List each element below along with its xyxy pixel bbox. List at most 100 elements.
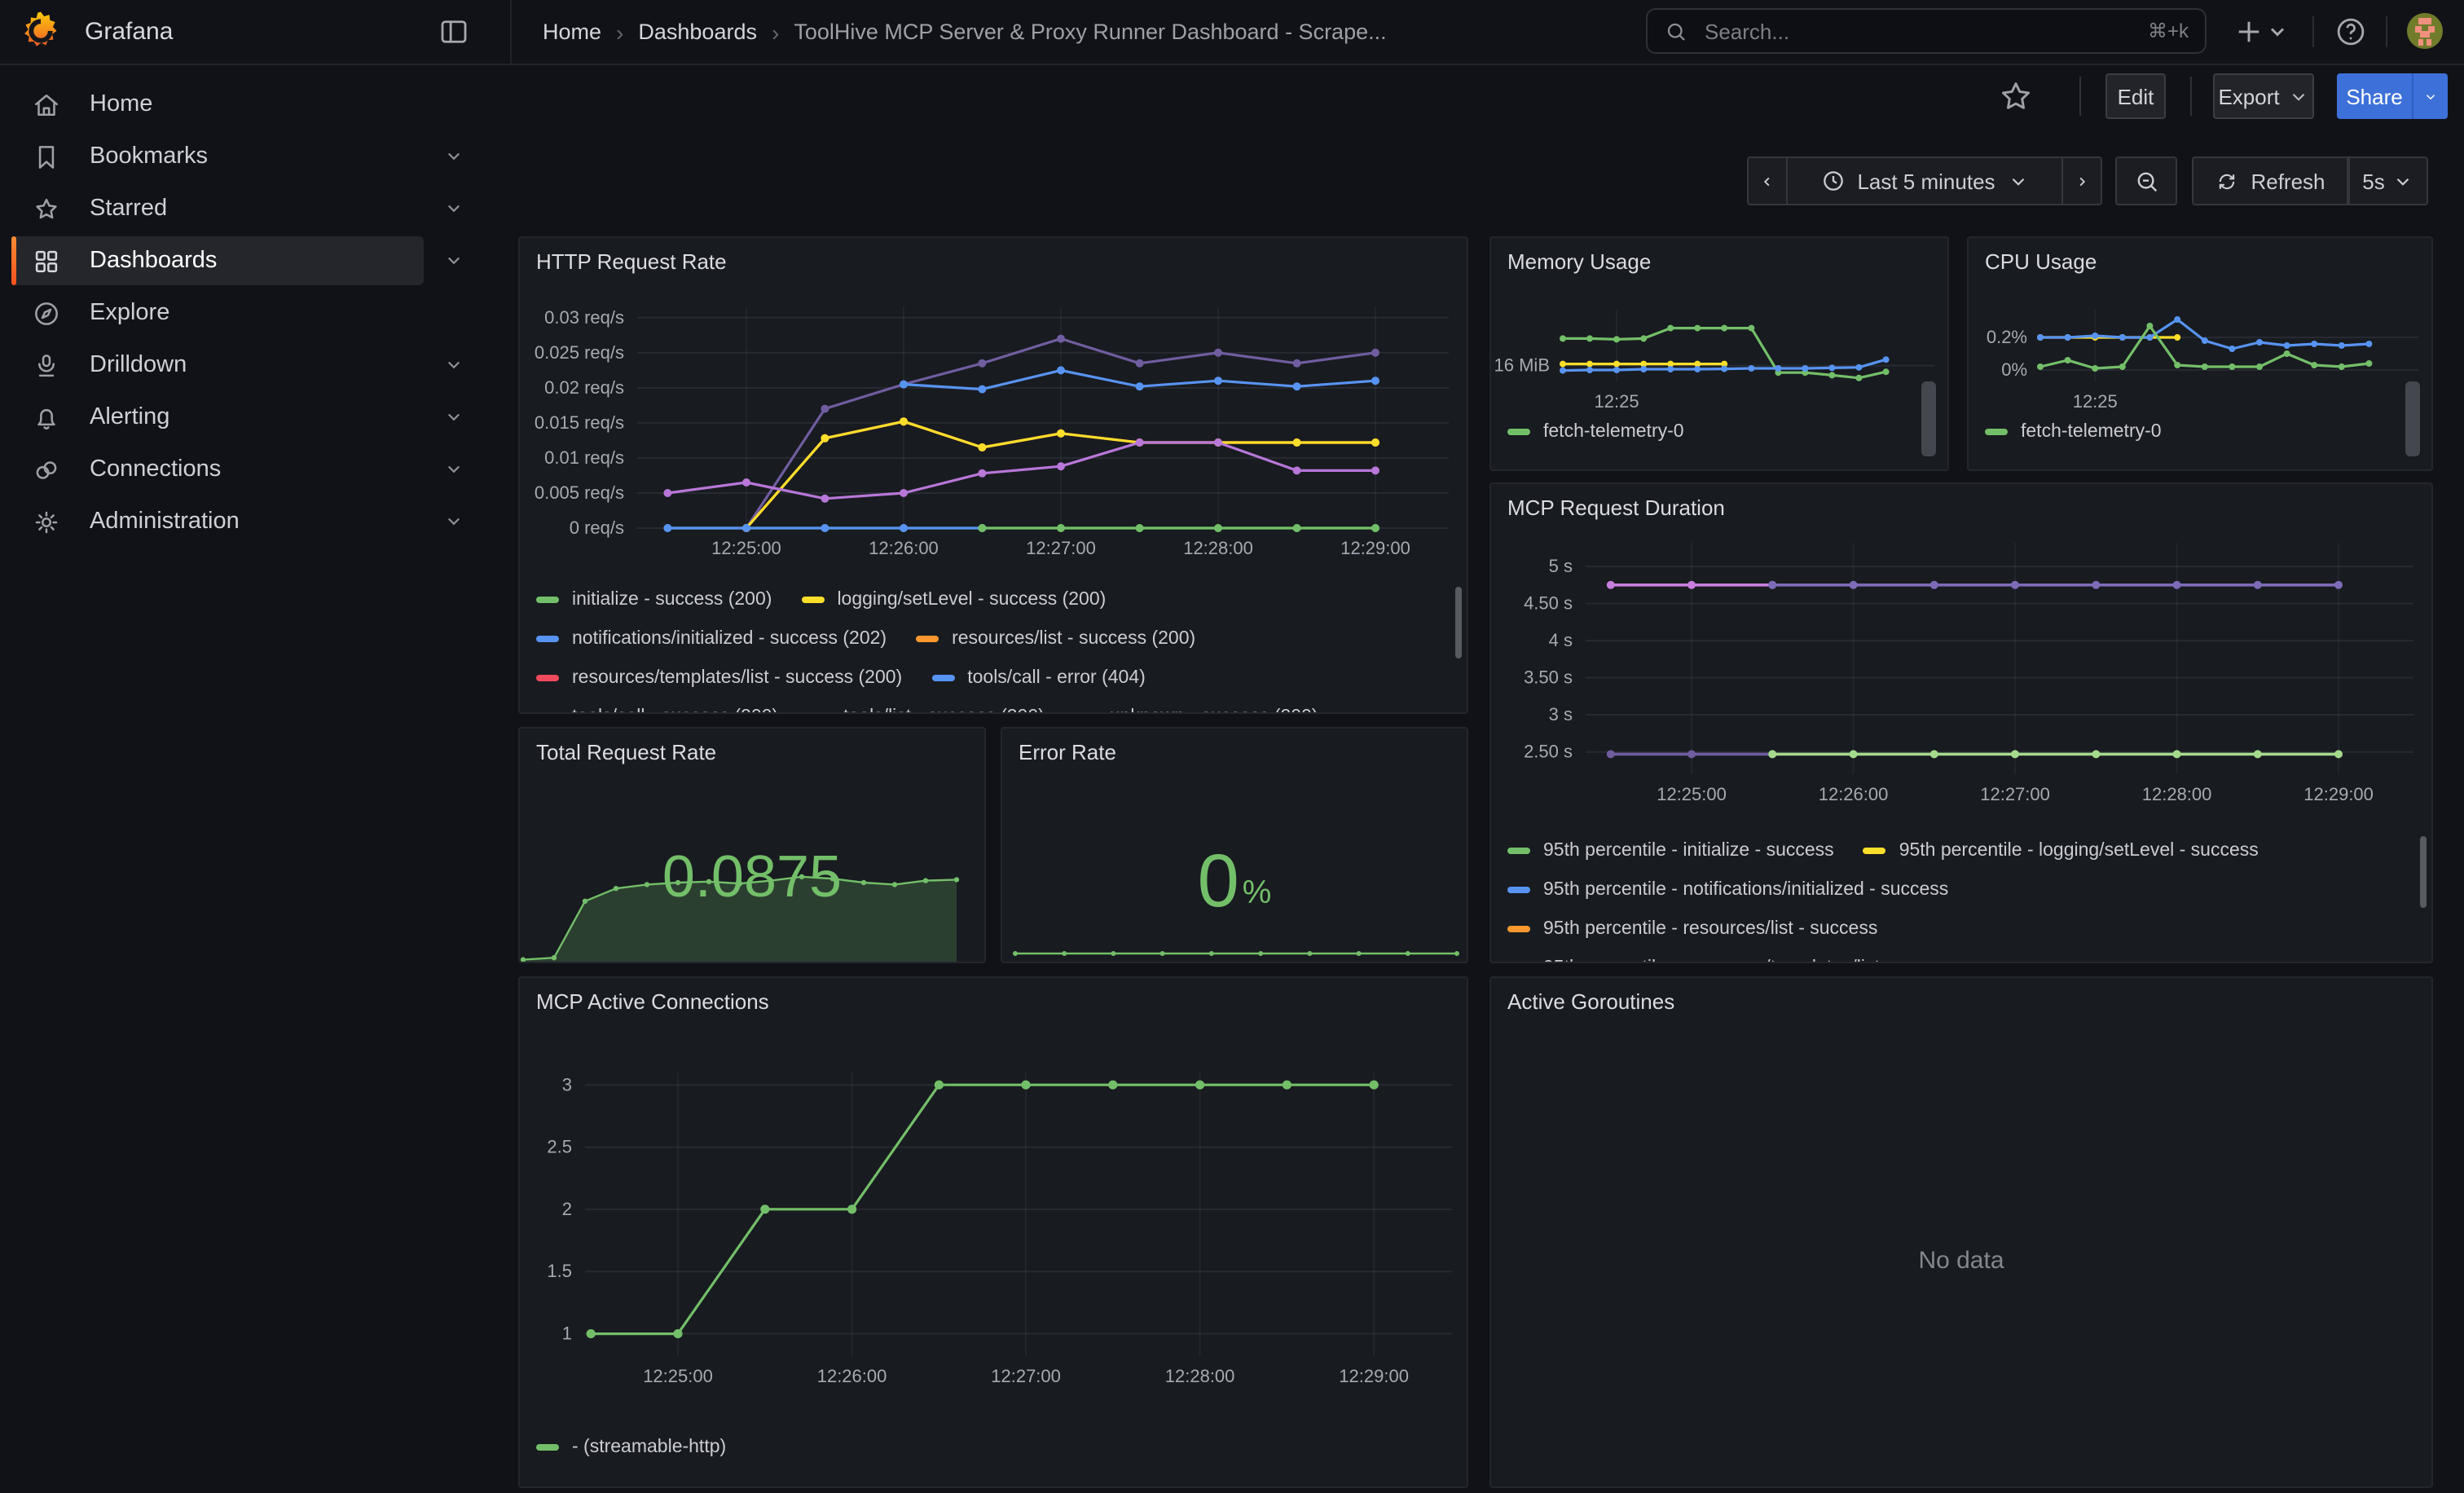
legend-item[interactable]: - (streamable-http) (536, 1438, 726, 1457)
chevron-down-icon (2013, 177, 2025, 185)
panel-title[interactable]: Total Request Rate (536, 740, 717, 764)
panel-title[interactable]: HTTP Request Rate (536, 249, 727, 274)
legend-item[interactable]: tools/call - error (404) (931, 668, 1146, 688)
legend-item[interactable]: initialize - success (200) (536, 590, 772, 610)
legend-item[interactable]: 95th percentile - resources/templates/li… (1507, 958, 1964, 962)
legend-item[interactable]: fetch-telemetry-0 (1507, 422, 1684, 442)
legend-scrollbar[interactable] (1455, 587, 1462, 658)
svg-text:12:28:00: 12:28:00 (1165, 1366, 1235, 1386)
svg-text:0.02 req/s: 0.02 req/s (544, 377, 624, 398)
series-color-pill (931, 674, 955, 682)
sidebar-item-alerting[interactable]: Alerting (0, 391, 489, 443)
chevron-down-icon[interactable] (442, 404, 466, 429)
export-label: Export (2218, 84, 2280, 108)
svg-text:12:28:00: 12:28:00 (1183, 538, 1253, 558)
svg-text:2.50 s: 2.50 s (1524, 742, 1573, 762)
sidebar-item-home[interactable]: Home (0, 78, 489, 130)
chevron-down-icon[interactable] (442, 248, 466, 272)
share-button[interactable]: Share (2337, 73, 2412, 119)
chevron-down-icon[interactable] (442, 196, 466, 220)
mcp-request-duration-chart[interactable]: 2.50 s 3 s 3.50 s 4 s 4.50 s 5 s 12:25:00 12:26… (1491, 530, 2431, 856)
search-field[interactable] (1701, 17, 2148, 45)
sidebar-item-starred[interactable]: Starred (0, 183, 489, 235)
panel-title[interactable]: Memory Usage (1507, 249, 1652, 274)
refresh-interval-select[interactable]: 5s (2348, 156, 2428, 205)
error-rate-sparkline[interactable] (1002, 729, 1467, 962)
legend-item-label: 95th percentile - notifications/initiali… (1543, 880, 1949, 900)
panel-title[interactable]: CPU Usage (1985, 249, 2097, 274)
http-request-rate-chart[interactable]: 0 req/s 0.005 req/s 0.01 req/s 0.015 req/s 0… (520, 284, 1467, 610)
search-shortcut: ⌘+k (2147, 20, 2189, 42)
mcp-active-connections-chart[interactable]: 1 1.5 2 2.5 3 12:25:00 12:26:00 12:27:00 12:28:0… (520, 1027, 1467, 1483)
actions-divider (2079, 77, 2081, 116)
topnav-icon-divider (2312, 16, 2314, 47)
memory-usage-chart[interactable]: 16 MiB 12:25 (1491, 277, 1947, 469)
legend-item[interactable]: fetch-telemetry-0 (1985, 422, 2162, 442)
svg-text:12:25: 12:25 (2073, 391, 2118, 412)
chevron-down-icon[interactable] (442, 352, 466, 377)
legend-item[interactable]: resources/list - success (200) (916, 629, 1195, 649)
search-input[interactable]: ⌘+k (1646, 8, 2207, 54)
legend-item[interactable]: tools/list - success (200) (807, 707, 1045, 712)
share-menu-button[interactable] (2412, 73, 2448, 119)
chevron-down-icon[interactable] (442, 456, 466, 481)
legend-item-label: fetch-telemetry-0 (1543, 422, 1684, 442)
chevron-down-icon[interactable] (442, 509, 466, 533)
drilldown-icon (31, 350, 62, 381)
help-icon[interactable] (2334, 15, 2368, 49)
legend-item[interactable]: resources/templates/list - success (200) (536, 668, 902, 688)
legend-scrollbar[interactable] (2420, 836, 2427, 908)
sidebar-item-explore[interactable]: Explore (0, 287, 489, 339)
connections-icon (31, 454, 62, 485)
total-request-rate-sparkline[interactable] (520, 729, 984, 962)
panel-title[interactable]: Active Goroutines (1507, 989, 1675, 1014)
sidebar-item-drilldown[interactable]: Drilldown (0, 339, 489, 391)
user-avatar[interactable] (2407, 13, 2443, 49)
cpu-usage-chart[interactable]: 0.2% 0% 12:25 (1969, 277, 2431, 469)
legend-item-label: fetch-telemetry-0 (2021, 422, 2162, 442)
no-data-message: No data (1918, 1247, 2004, 1275)
legend-item[interactable]: tools/call - success (200) (536, 707, 778, 712)
svg-text:4.50 s: 4.50 s (1524, 593, 1573, 614)
time-back-button[interactable] (1747, 156, 1788, 205)
breadcrumb: Home › Dashboards › ToolHive MCP Server … (543, 0, 1387, 64)
sidebar-item-dashboards[interactable]: Dashboards (0, 235, 489, 287)
memory-legend: fetch-telemetry-0 (1507, 414, 1934, 469)
legend-row: - (streamable-http) (536, 1428, 1454, 1467)
legend-row: resources/templates/list - success (200)… (536, 658, 1454, 698)
zoom-out-button[interactable] (2115, 156, 2177, 205)
sidebar-item-administration[interactable]: Administration (0, 495, 489, 548)
bookmark-icon (31, 141, 62, 172)
panel-title[interactable]: MCP Active Connections (536, 989, 769, 1014)
grafana-logo-icon[interactable] (20, 10, 62, 52)
favorite-star-icon[interactable] (1998, 78, 2034, 114)
legend-item[interactable]: 95th percentile - initialize - success (1507, 841, 1834, 861)
legend-item[interactable]: 95th percentile - resources/list - succe… (1507, 919, 1877, 939)
dashboard-content: Edit Export Share Last 5 minutes (489, 64, 2464, 1493)
refresh-button[interactable]: Refresh (2192, 156, 2348, 205)
time-forward-button[interactable] (2061, 156, 2102, 205)
time-range-picker[interactable]: Last 5 minutes (1786, 156, 2063, 205)
series-color-pill (536, 1443, 559, 1451)
legend-scrollbar[interactable] (1921, 381, 1936, 456)
add-new-button[interactable] (2233, 15, 2288, 49)
legend-scrollbar[interactable] (2405, 381, 2420, 456)
cpu-legend: fetch-telemetry-0 (1985, 414, 2418, 469)
sidebar-toggle-icon[interactable] (437, 15, 471, 49)
home-icon (31, 89, 62, 120)
sidebar-item-connections[interactable]: Connections (0, 443, 489, 495)
breadcrumb-home[interactable]: Home (543, 20, 602, 44)
legend-item[interactable]: 95th percentile - notifications/initiali… (1507, 880, 1948, 900)
edit-button[interactable]: Edit (2105, 73, 2166, 119)
legend-item[interactable]: unknown - success (200) (1074, 707, 1318, 712)
panel-active-goroutines: Active Goroutines No data (1489, 976, 2433, 1488)
legend-item[interactable]: notifications/initialized - success (202… (536, 629, 887, 649)
export-button[interactable]: Export (2213, 73, 2314, 119)
panel-title[interactable]: Error Rate (1019, 740, 1116, 764)
legend-item[interactable]: logging/setLevel - success (200) (801, 590, 1106, 610)
legend-item[interactable]: 95th percentile - logging/setLevel - suc… (1863, 841, 2259, 861)
panel-title[interactable]: MCP Request Duration (1507, 495, 1725, 520)
sidebar-item-bookmarks[interactable]: Bookmarks (0, 130, 489, 183)
chevron-down-icon[interactable] (442, 143, 466, 168)
breadcrumb-dashboards[interactable]: Dashboards (638, 20, 757, 44)
